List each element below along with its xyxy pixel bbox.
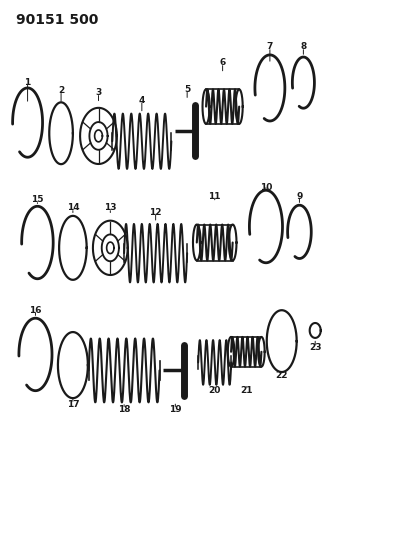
- Text: 8: 8: [300, 43, 307, 51]
- Text: 11: 11: [208, 192, 221, 200]
- Text: 15: 15: [31, 196, 44, 204]
- Text: 9: 9: [296, 192, 303, 200]
- Text: 7: 7: [267, 43, 273, 51]
- Text: 90151 500: 90151 500: [16, 13, 98, 27]
- Text: 5: 5: [184, 85, 190, 94]
- Text: 17: 17: [67, 400, 79, 408]
- Text: 1: 1: [24, 78, 31, 87]
- Text: 13: 13: [104, 204, 117, 212]
- Text: 21: 21: [240, 386, 253, 394]
- Text: 23: 23: [309, 343, 322, 352]
- Text: 3: 3: [95, 88, 102, 97]
- Text: 6: 6: [219, 59, 226, 67]
- Text: 2: 2: [58, 86, 64, 95]
- Text: 19: 19: [169, 405, 182, 414]
- Text: 4: 4: [139, 96, 145, 104]
- Text: 14: 14: [67, 204, 79, 212]
- Text: 16: 16: [29, 306, 42, 314]
- Text: 20: 20: [208, 386, 221, 394]
- Text: 12: 12: [149, 208, 162, 216]
- Text: 18: 18: [118, 405, 130, 414]
- Text: 10: 10: [260, 183, 272, 192]
- Text: 22: 22: [275, 372, 288, 380]
